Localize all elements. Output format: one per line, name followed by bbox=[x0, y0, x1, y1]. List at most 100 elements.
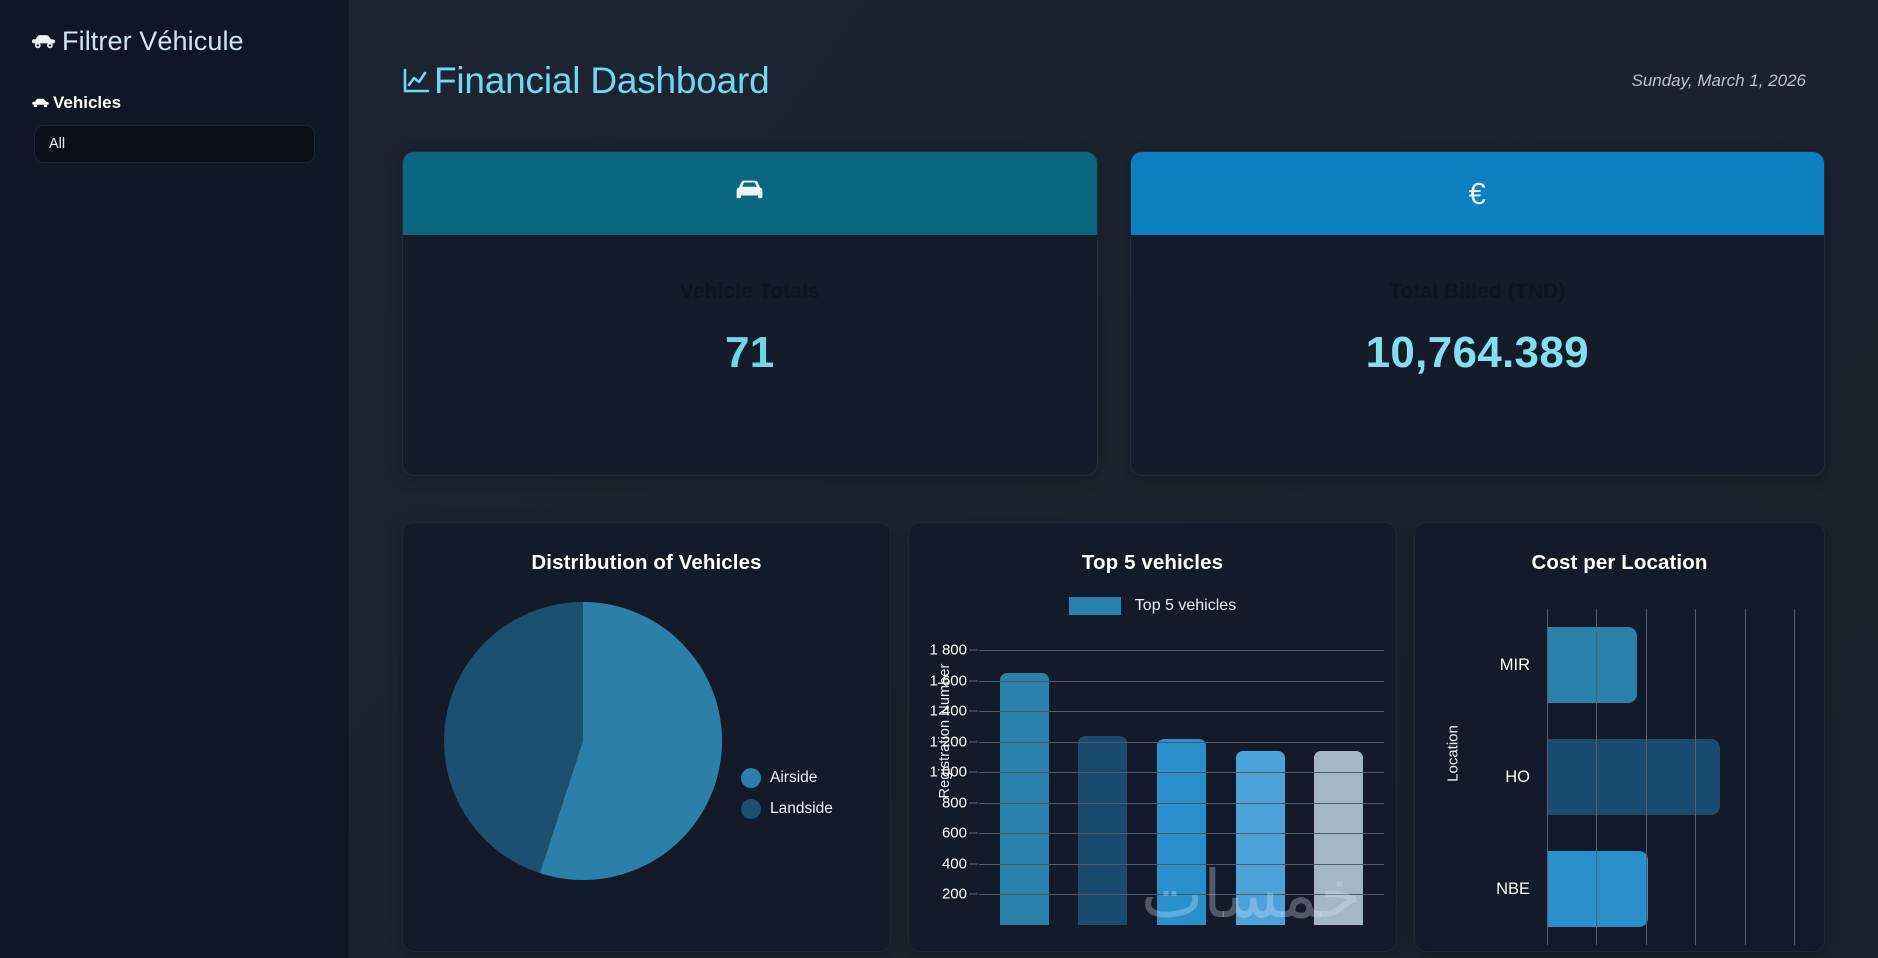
tick-mark bbox=[969, 832, 978, 834]
pie-chart-wrap: Airside Landside bbox=[403, 593, 890, 923]
y-axis-tick: 400 bbox=[941, 855, 967, 873]
tick-mark bbox=[969, 649, 978, 651]
kpi-body-vehicle-totals: Vehicle Totals 71 bbox=[403, 235, 1097, 475]
pie-chart[interactable] bbox=[444, 602, 722, 880]
page-title: Financial Dashboard bbox=[402, 60, 770, 102]
line-chart-icon bbox=[402, 67, 432, 95]
y-axis-tick: 200 bbox=[941, 885, 967, 903]
y-axis-tick: 1 800 bbox=[929, 641, 967, 659]
kpi-header-vehicle-totals bbox=[403, 152, 1097, 235]
kpi-body-total-billed: Total Billed (TND) 10,764.389 bbox=[1131, 235, 1825, 475]
legend-dot bbox=[741, 768, 761, 788]
topbar: Financial Dashboard Sunday, March 1, 202… bbox=[402, 52, 1825, 110]
gridline bbox=[979, 894, 1384, 896]
cost-plot-area: Location MIR HO NBE bbox=[1415, 605, 1824, 945]
tick-mark bbox=[969, 771, 978, 773]
gridline bbox=[979, 802, 1384, 804]
bar-row: NBE bbox=[1496, 851, 1794, 927]
vehicle-filter-select[interactable]: All bbox=[34, 125, 315, 163]
category-label: MIR bbox=[1499, 655, 1530, 674]
gridline bbox=[1596, 609, 1598, 945]
category-label: NBE bbox=[1496, 879, 1530, 898]
pie-legend: Airside Landside bbox=[741, 768, 833, 819]
bar[interactable] bbox=[999, 673, 1049, 925]
legend-item[interactable]: Landside bbox=[741, 799, 833, 819]
gridline bbox=[1547, 609, 1548, 945]
gridline bbox=[1695, 609, 1697, 945]
main-content: Financial Dashboard Sunday, March 1, 202… bbox=[349, 0, 1878, 958]
category-label: HO bbox=[1505, 767, 1530, 786]
sidebar: Filtrer Véhicule Vehicles All bbox=[0, 0, 349, 958]
current-date: Sunday, March 1, 2026 bbox=[1631, 71, 1806, 90]
bar[interactable] bbox=[1078, 735, 1128, 925]
car-front-icon bbox=[733, 178, 766, 210]
chart-title-cost: Cost per Location bbox=[1531, 551, 1708, 574]
bar[interactable] bbox=[1547, 851, 1649, 927]
y-axis-tick: 800 bbox=[941, 794, 967, 812]
kpi-row: Vehicle Totals 71 € Total Billed (TND) 1… bbox=[402, 151, 1825, 476]
gridline bbox=[979, 863, 1384, 865]
sidebar-title: Filtrer Véhicule bbox=[0, 26, 348, 57]
cost-y-axis-label: Location bbox=[1444, 725, 1462, 782]
gridline bbox=[1794, 609, 1795, 945]
legend-label: Landside bbox=[770, 800, 833, 817]
gridline bbox=[979, 772, 1384, 774]
tick-mark bbox=[969, 741, 978, 743]
bar[interactable] bbox=[1547, 739, 1720, 815]
y-axis-tick: 1 600 bbox=[929, 672, 967, 690]
top5-plot-area: Registration Number 200 400 600 800 1 000 1 2… bbox=[909, 627, 1396, 925]
kpi-value: 10,764.389 bbox=[1365, 328, 1589, 377]
y-axis-tick: 600 bbox=[941, 824, 967, 842]
chart-title-pie: Distribution of Vehicles bbox=[531, 551, 762, 574]
sidebar-group-label-text: Vehicles bbox=[53, 93, 122, 112]
bar-row: MIR bbox=[1500, 627, 1794, 703]
gridline bbox=[979, 680, 1384, 682]
car-icon bbox=[31, 96, 50, 111]
gridline bbox=[1645, 609, 1647, 945]
gridline bbox=[979, 833, 1384, 835]
tick-mark bbox=[969, 893, 978, 895]
chart-card-distribution-of-vehicles: Distribution of Vehicles Airside Landside bbox=[402, 522, 891, 952]
page-title-text: Financial Dashboard bbox=[434, 60, 770, 101]
top5-bars bbox=[979, 635, 1384, 925]
tick-mark bbox=[969, 802, 978, 804]
gridline bbox=[1744, 609, 1746, 945]
sidebar-group-vehicles: Vehicles bbox=[0, 93, 348, 113]
top5-legend[interactable]: Top 5 vehicles bbox=[909, 597, 1396, 615]
kpi-card-total-billed: € Total Billed (TND) 10,764.389 bbox=[1129, 151, 1825, 476]
vehicle-filter-value: All bbox=[49, 136, 66, 152]
gridline bbox=[979, 711, 1384, 713]
cost-plot: MIR HO NBE bbox=[1496, 609, 1795, 945]
chart-card-top-5-vehicles: Top 5 vehicles Top 5 vehicles Registrati… bbox=[908, 522, 1397, 952]
cost-bars: MIR HO NBE bbox=[1496, 609, 1794, 945]
legend-swatch bbox=[1068, 597, 1121, 615]
legend-dot bbox=[741, 799, 761, 819]
tick-mark bbox=[969, 710, 978, 712]
kpi-label: Total Billed (TND) bbox=[1389, 280, 1566, 303]
top5-plot: 200 400 600 800 1 000 1 200 1 400 1 600 1 800 bbox=[929, 635, 1384, 925]
gridline bbox=[979, 741, 1384, 743]
kpi-header-total-billed: € bbox=[1130, 152, 1824, 235]
kpi-value: 71 bbox=[724, 328, 775, 377]
kpi-label: Vehicle Totals bbox=[679, 280, 820, 303]
chart-title-top5: Top 5 vehicles bbox=[1081, 551, 1224, 574]
bar[interactable] bbox=[1235, 751, 1285, 925]
bar-row: HO bbox=[1505, 739, 1794, 815]
tick-mark bbox=[969, 863, 978, 865]
chart-row: Distribution of Vehicles Airside Landside… bbox=[402, 522, 1825, 952]
kpi-card-vehicle-totals: Vehicle Totals 71 bbox=[402, 151, 1098, 476]
legend-label: Top 5 vehicles bbox=[1134, 597, 1237, 614]
bar[interactable] bbox=[1547, 627, 1638, 703]
euro-icon: € bbox=[1468, 176, 1486, 211]
y-axis-tick: 1 400 bbox=[929, 702, 967, 720]
legend-label: Airside bbox=[770, 769, 818, 786]
gridline bbox=[979, 650, 1384, 652]
bar[interactable] bbox=[1156, 738, 1206, 925]
car-side-icon bbox=[31, 32, 57, 52]
legend-item[interactable]: Airside bbox=[741, 768, 833, 788]
sidebar-title-text: Filtrer Véhicule bbox=[62, 26, 244, 56]
tick-mark bbox=[969, 680, 978, 682]
y-axis-tick: 1 000 bbox=[929, 763, 967, 781]
bar[interactable] bbox=[1314, 751, 1364, 925]
